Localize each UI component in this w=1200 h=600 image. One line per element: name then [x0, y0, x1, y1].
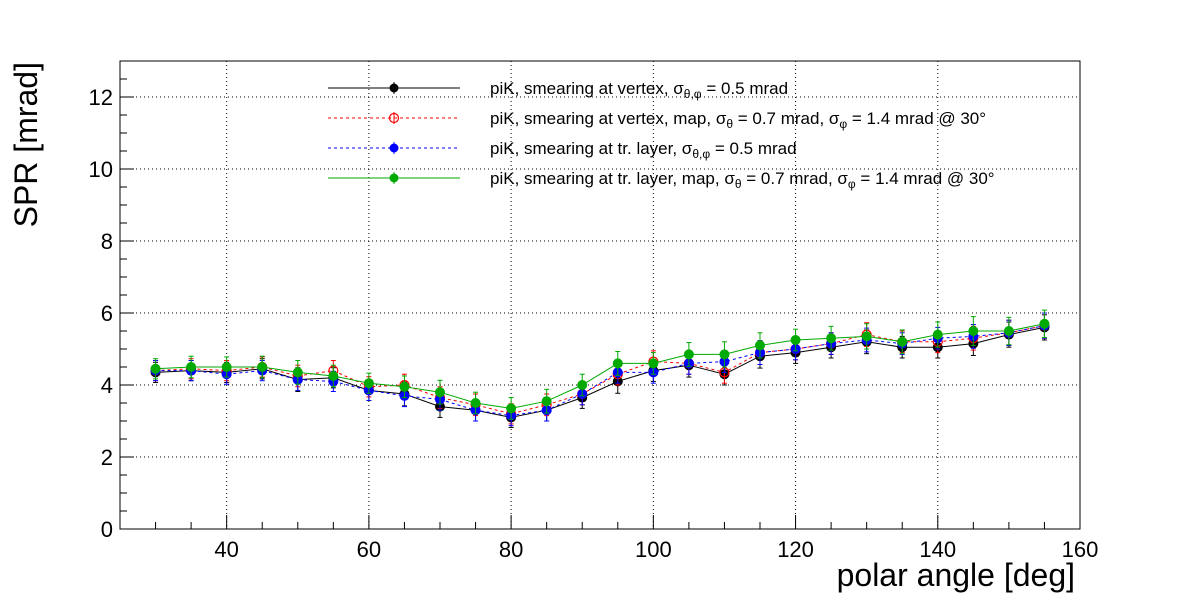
y-tick-label: 10 — [89, 157, 113, 182]
y-tick-label: 12 — [89, 85, 113, 110]
legend-entry-4: piK, smearing at tr. layer, map, σθ = 0.… — [328, 169, 995, 191]
data-point — [612, 358, 623, 369]
legend-label-subscript: θ,φ — [684, 87, 702, 101]
data-point — [648, 358, 659, 369]
y-axis-title: SPR [mrad] — [8, 62, 44, 227]
legend-entry-2: piK, smearing at vertex, map, σθ = 0.7 m… — [328, 109, 986, 131]
y-tick-label: 6 — [101, 301, 113, 326]
x-axis-title: polar angle [deg] — [837, 557, 1075, 593]
legend-label: piK, smearing at vertex, σθ,φ = 0.5 mrad — [490, 79, 788, 101]
series-line — [155, 323, 1045, 409]
y-tick-label: 8 — [101, 229, 113, 254]
legend-label-text: piK, smearing at tr. layer, σ — [490, 139, 693, 158]
legend-label-text: = 1.4 mrad @ 30° — [856, 169, 995, 188]
legend-label-text: piK, smearing at tr. layer, map, σ — [490, 169, 735, 188]
y-tick-label: 2 — [101, 445, 113, 470]
legend-marker — [389, 173, 399, 183]
data-point — [257, 362, 268, 372]
legend-label: piK, smearing at tr. layer, σθ,φ = 0.5 m… — [490, 139, 797, 161]
data-point — [470, 398, 481, 408]
data-point — [719, 349, 730, 360]
data-point — [363, 378, 374, 389]
x-tick-label: 80 — [499, 537, 523, 562]
data-point — [150, 363, 161, 374]
legend-label-subscript: φ — [839, 117, 847, 131]
data-point — [1003, 326, 1014, 336]
data-point — [541, 396, 552, 407]
x-tick-label: 40 — [214, 537, 238, 562]
legend-label-text: piK, smearing at vertex, map, σ — [490, 109, 727, 128]
series-4 — [150, 309, 1050, 420]
axis-tick-labels: 40 60 80 100 120 140 160 0 2 4 6 8 10 12 — [89, 85, 1099, 562]
data-point — [292, 367, 303, 378]
data-point — [755, 340, 765, 351]
data-point — [861, 331, 872, 342]
y-tick-label: 4 — [101, 373, 113, 398]
data-point — [968, 326, 979, 336]
legend-marker — [388, 112, 400, 124]
grid-lines — [120, 61, 1080, 529]
x-tick-label: 160 — [1062, 537, 1099, 562]
legend-label-text: = 0.7 mrad, σ — [742, 169, 849, 188]
data-point — [790, 335, 801, 345]
series-line — [155, 325, 1045, 417]
data-point — [399, 381, 410, 392]
y-tick-label: 0 — [101, 517, 113, 542]
legend-marker — [389, 143, 399, 153]
legend-marker — [389, 83, 399, 93]
series-line — [155, 326, 1045, 418]
legend-label-subscript: θ — [735, 177, 742, 191]
legend-label-text: = 0.5 mrad — [702, 79, 788, 98]
x-tick-label: 100 — [635, 537, 672, 562]
legend-label-subscript: θ,φ — [692, 147, 710, 161]
x-tick-label: 120 — [777, 537, 814, 562]
legend-label-text: piK, smearing at vertex, σ — [490, 79, 684, 98]
data-point — [506, 403, 517, 414]
data-point — [1039, 318, 1050, 329]
legend-label-text: = 0.7 mrad, σ — [733, 109, 840, 128]
data-point — [435, 387, 445, 398]
data-point — [932, 329, 943, 340]
data-point — [577, 380, 588, 390]
x-tick-label: 140 — [919, 537, 956, 562]
data-point — [897, 336, 908, 347]
axis-ticks — [120, 60, 1081, 530]
legend-label-text: = 1.4 mrad @ 30° — [847, 109, 986, 128]
data-series — [150, 309, 1050, 428]
data-point — [221, 362, 232, 372]
legend: piK, smearing at vertex, σθ,φ = 0.5 mrad… — [328, 79, 995, 191]
legend-entry-3: piK, smearing at tr. layer, σθ,φ = 0.5 m… — [328, 139, 797, 161]
x-tick-label: 60 — [357, 537, 381, 562]
legend-label-text: = 0.5 mrad — [710, 139, 796, 158]
data-point — [186, 362, 197, 372]
legend-label: piK, smearing at tr. layer, map, σθ = 0.… — [490, 169, 995, 191]
data-point — [826, 333, 837, 344]
legend-label: piK, smearing at vertex, map, σθ = 0.7 m… — [490, 109, 986, 131]
legend-entry-1: piK, smearing at vertex, σθ,φ = 0.5 mrad — [328, 79, 788, 101]
data-point — [328, 371, 339, 381]
data-point — [683, 349, 694, 360]
legend-label-subscript: θ — [726, 117, 733, 131]
legend-label-subscript: φ — [848, 177, 856, 191]
